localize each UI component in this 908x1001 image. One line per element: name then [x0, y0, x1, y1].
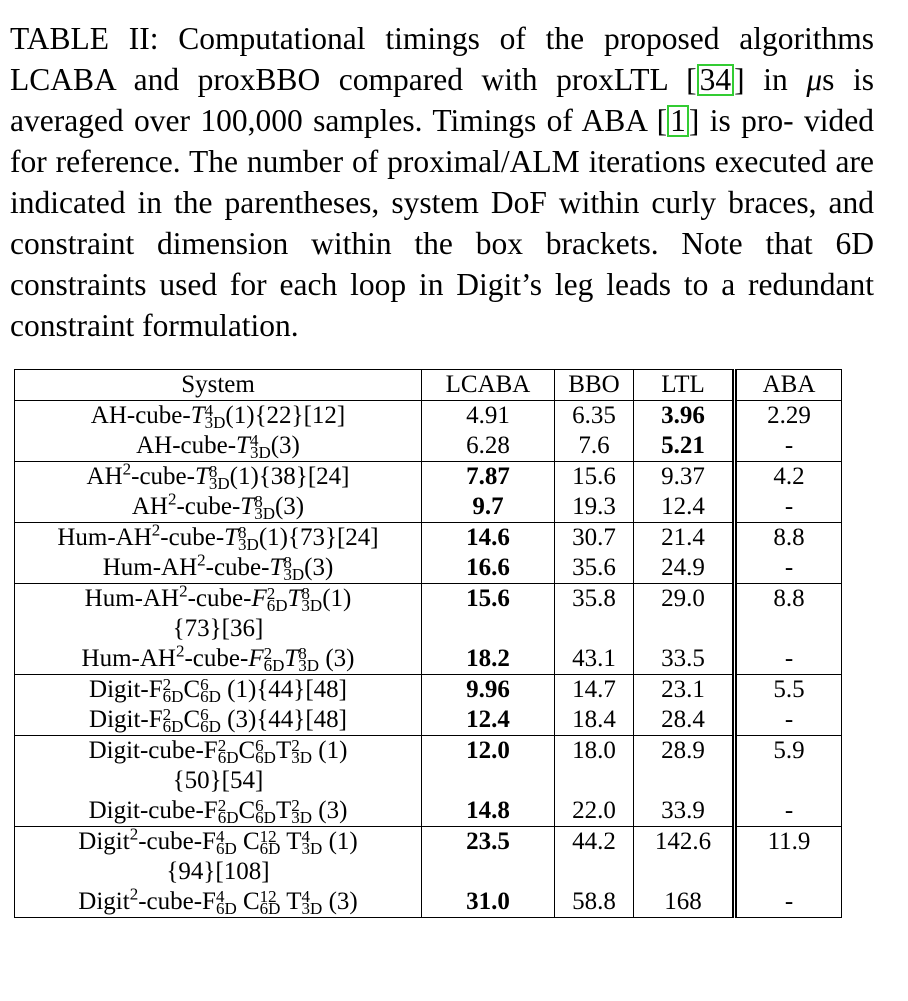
system-cell: AH-cube-T 4 3D (3)	[14, 431, 422, 462]
table-header-row: System LCABA BBO LTL ABA	[14, 369, 842, 401]
system-cell: Hum-AH2-cube-T 8 3D (3)	[14, 552, 422, 584]
system-cell: AH2-cube-T 8 3D (3)	[14, 491, 422, 523]
table-row: AH2-cube-T 8 3D (1){38}[24] 7.87 15.6 9.37 …	[14, 461, 842, 492]
system-cell: Digit-cube-F 2 6D C 6 6D T 2 3D (1) {50}[54]	[14, 735, 422, 796]
table-row: Digit-cube-F 2 6D C 6 6D T 2 3D (1) {50}[54] 12.0…	[14, 735, 842, 796]
table-row: Digit-F 2 6D C 6 6D (1){44}[48] 9.96 14.7 23.…	[14, 674, 842, 705]
header-system: System	[14, 369, 422, 401]
ltl-cell: 23.1	[633, 674, 737, 705]
system-cell: Digit-cube-F 2 6D C 6 6D T 2 3D (3)	[14, 796, 422, 827]
ltl-cell: 21.4	[633, 522, 737, 553]
table-row: Hum-AH2-cube-F 2 6D T 8 3D (3) 18.2 43.1 33.5…	[14, 643, 842, 675]
system-cell: Digit-F 2 6D C 6 6D (1){44}[48]	[14, 674, 422, 705]
ltl-cell: 28.4	[633, 705, 737, 736]
bbo-cell: 22.0	[554, 796, 634, 827]
lcaba-cell: 14.6	[421, 522, 555, 553]
aba-cell: 8.8	[734, 583, 842, 644]
table-row: Hum-AH2-cube-T 8 3D (1){73}[24] 14.6 30.7 2…	[14, 522, 842, 553]
timings-table: System LCABA BBO LTL ABA AH-cube-T 4 3D (1)…	[14, 369, 842, 918]
lcaba-cell: 6.28	[421, 431, 555, 462]
header-bbo: BBO	[554, 369, 634, 401]
system-cell: Digit2-cube-F 4 6D C 12 6D T 4 3D (1) {94}[108]	[14, 826, 422, 887]
aba-cell: -	[734, 705, 842, 736]
aba-cell: -	[734, 553, 842, 584]
lcaba-cell: 16.6	[421, 553, 555, 584]
lcaba-cell: 18.2	[421, 644, 555, 675]
header-ltl: LTL	[633, 369, 737, 401]
table-row: AH2-cube-T 8 3D (3) 9.7 19.3 12.4 -	[14, 491, 842, 523]
aba-cell: 5.9	[734, 735, 842, 796]
ltl-cell: 9.37	[633, 461, 737, 492]
system-cell: Digit-F 2 6D C 6 6D (3){44}[48]	[14, 705, 422, 736]
table-row: Hum-AH2-cube-F 2 6D T 8 3D (1) {73}[36] 15.6 35…	[14, 583, 842, 644]
table-row: Hum-AH2-cube-T 8 3D (3) 16.6 35.6 24.9 -	[14, 552, 842, 584]
bbo-cell: 6.35	[554, 400, 634, 431]
table-row: AH-cube-T 4 3D (1){22}[12] 4.91 6.35 3.96 2…	[14, 400, 842, 431]
aba-cell: 4.2	[734, 461, 842, 492]
lcaba-cell: 4.91	[421, 400, 555, 431]
bbo-cell: 19.3	[554, 492, 634, 523]
lcaba-cell: 9.7	[421, 492, 555, 523]
table-row: Digit-cube-F 2 6D C 6 6D T 2 3D (3) 14.8 22.0 33…	[14, 796, 842, 827]
lcaba-cell: 23.5	[421, 826, 555, 887]
bbo-cell: 18.4	[554, 705, 634, 736]
system-cell: Hum-AH2-cube-T 8 3D (1){73}[24]	[14, 522, 422, 553]
system-cell: Hum-AH2-cube-F 2 6D T 8 3D (3)	[14, 643, 422, 675]
ltl-cell: 24.9	[633, 553, 737, 584]
system-cell: Hum-AH2-cube-F 2 6D T 8 3D (1) {73}[36]	[14, 583, 422, 644]
lcaba-cell: 9.96	[421, 674, 555, 705]
ltl-cell: 12.4	[633, 492, 737, 523]
header-aba: ABA	[734, 369, 842, 401]
aba-cell: 8.8	[734, 522, 842, 553]
ltl-cell: 3.96	[633, 400, 737, 431]
citation-link-1[interactable]: 1	[667, 105, 689, 137]
ltl-cell: 33.9	[633, 796, 737, 827]
bbo-cell: 35.6	[554, 553, 634, 584]
aba-cell: -	[734, 644, 842, 675]
aba-cell: -	[734, 431, 842, 462]
bbo-cell: 7.6	[554, 431, 634, 462]
ltl-cell: 29.0	[633, 583, 737, 644]
bbo-cell: 35.8	[554, 583, 634, 644]
system-cell: AH2-cube-T 8 3D (1){38}[24]	[14, 461, 422, 492]
system-cell: Digit2-cube-F 4 6D C 12 6D T 4 3D (3)	[14, 886, 422, 918]
header-lcaba: LCABA	[421, 369, 555, 401]
lcaba-cell: 14.8	[421, 796, 555, 827]
bbo-cell: 15.6	[554, 461, 634, 492]
aba-cell: 5.5	[734, 674, 842, 705]
bbo-cell: 44.2	[554, 826, 634, 887]
lcaba-cell: 12.0	[421, 735, 555, 796]
citation-link-34[interactable]: 34	[696, 64, 735, 96]
ltl-cell: 28.9	[633, 735, 737, 796]
ltl-cell: 5.21	[633, 431, 737, 462]
table-row: AH-cube-T 4 3D (3) 6.28 7.6 5.21 -	[14, 431, 842, 462]
table-row: Digit-F 2 6D C 6 6D (3){44}[48] 12.4 18.4 28.…	[14, 705, 842, 736]
aba-cell: -	[734, 492, 842, 523]
lcaba-cell: 31.0	[421, 887, 555, 918]
bbo-cell: 14.7	[554, 674, 634, 705]
bbo-cell: 30.7	[554, 522, 634, 553]
lcaba-cell: 12.4	[421, 705, 555, 736]
table-row: Digit2-cube-F 4 6D C 12 6D T 4 3D (3) 31.0 58.…	[14, 886, 842, 918]
aba-cell: 11.9	[734, 826, 842, 887]
ltl-cell: 142.6	[633, 826, 737, 887]
lcaba-cell: 15.6	[421, 583, 555, 644]
ltl-cell: 168	[633, 887, 737, 918]
aba-cell: -	[734, 887, 842, 918]
system-cell: AH-cube-T 4 3D (1){22}[12]	[14, 400, 422, 431]
table-row: Digit2-cube-F 4 6D C 12 6D T 4 3D (1) {94}[108]…	[14, 826, 842, 887]
lcaba-cell: 7.87	[421, 461, 555, 492]
bbo-cell: 58.8	[554, 887, 634, 918]
aba-cell: -	[734, 796, 842, 827]
table-caption: TABLE II: Computational timings of the p…	[10, 21, 875, 343]
aba-cell: 2.29	[734, 400, 842, 431]
bbo-cell: 43.1	[554, 644, 634, 675]
ltl-cell: 33.5	[633, 644, 737, 675]
bbo-cell: 18.0	[554, 735, 634, 796]
